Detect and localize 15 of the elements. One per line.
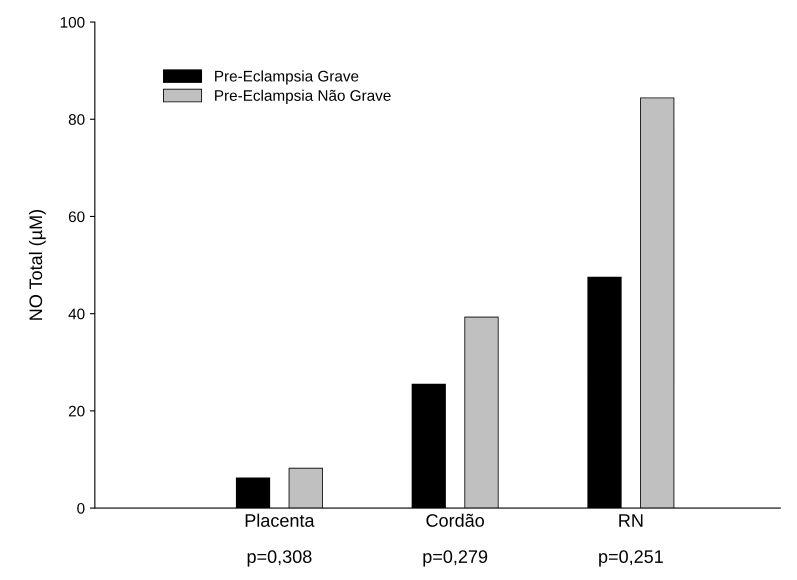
- y-tick-label: 80: [68, 114, 85, 125]
- x-tick-label: Cordão: [426, 514, 484, 527]
- text: p=0,251: [599, 550, 663, 567]
- x-tick-label: RN: [619, 514, 642, 527]
- y-axis-title: NO Total (µM): [28, 210, 46, 320]
- y-tick-label: 0: [77, 502, 85, 514]
- text: p=0,279: [423, 550, 488, 567]
- y-tick-label: 40: [68, 308, 85, 320]
- legend-label: Pre-Eclampsia Grave: [215, 70, 358, 85]
- legend-label: Pre-Eclampsia Não Grave: [215, 90, 391, 104]
- text: p=0,308: [248, 550, 312, 567]
- y-tick-label: 20: [68, 406, 85, 417]
- x-tick-label: Placenta: [246, 514, 315, 527]
- y-tick-label: 100: [60, 16, 85, 28]
- y-tick-label: 60: [68, 211, 85, 222]
